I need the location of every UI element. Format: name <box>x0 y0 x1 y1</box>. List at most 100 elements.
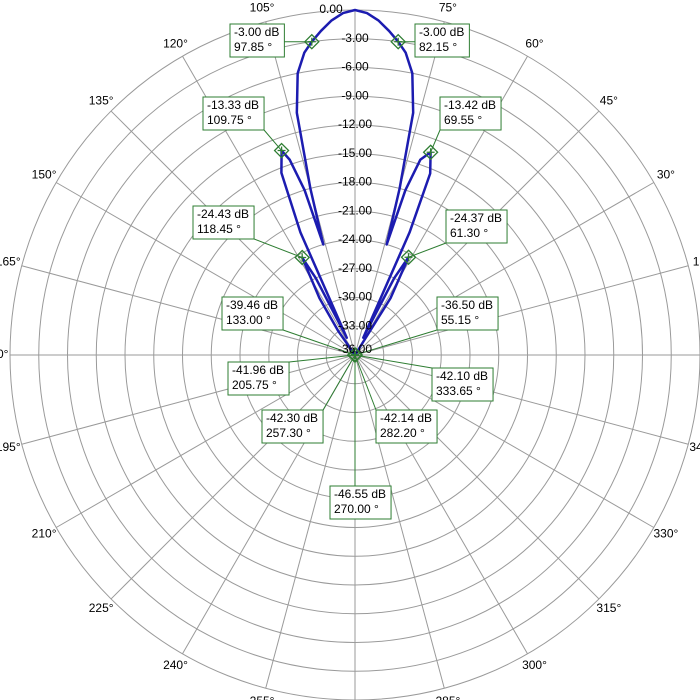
angle-tick-label: 345° <box>689 440 700 454</box>
marker-value-label: -41.96 dB <box>232 363 284 377</box>
annotation-connector <box>253 238 303 258</box>
ring-grid-line <box>95 95 615 615</box>
marker-angle-label: 257.30 ° <box>266 426 311 440</box>
angle-tick-label: 225° <box>89 601 114 615</box>
marker-value-label: -24.43 dB <box>197 207 249 221</box>
radial-tick-label: -24.00 <box>338 232 372 246</box>
marker-angle-label: 69.55 ° <box>444 113 482 127</box>
marker <box>273 142 290 159</box>
pattern-line <box>280 8 432 356</box>
marker <box>422 144 439 161</box>
ring-grid-line <box>38 38 672 672</box>
radial-tick-label: -30.00 <box>338 290 372 304</box>
annotation-box <box>436 296 499 331</box>
marker-value-label: -13.42 dB <box>444 98 496 112</box>
annotation-box <box>221 296 284 331</box>
angle-tick-label: 150° <box>32 168 57 182</box>
angle-tick-label: 315° <box>596 601 621 615</box>
annotation-box <box>329 485 392 520</box>
radial-tick-label: -27.00 <box>338 261 372 275</box>
marker-angle-label: 55.15 ° <box>441 313 479 327</box>
marker-value-label: -36.50 dB <box>441 298 493 312</box>
marker-value-label: -42.14 dB <box>380 411 432 425</box>
marker <box>390 33 407 50</box>
marker-angle-label: 133.00 ° <box>226 313 271 327</box>
marker-value-label: -13.33 dB <box>207 98 259 112</box>
marker-angle-label: 109.75 ° <box>207 113 252 127</box>
angle-tick-label: 75° <box>439 0 457 14</box>
radial-tick-label: -3.00 <box>341 31 369 45</box>
radial-tick-label: -33.00 <box>338 318 372 332</box>
radial-tick-label: -15.00 <box>338 146 372 160</box>
annotation-connector <box>430 129 441 153</box>
annotation-box <box>261 409 324 444</box>
annotation-box <box>375 409 438 444</box>
annotation-box <box>445 209 508 244</box>
marker-angle-label: 97.85 ° <box>234 40 272 54</box>
angle-tick-label: 60° <box>525 36 543 50</box>
radial-tick-label: -9.00 <box>341 88 369 102</box>
angle-tick-label: 285° <box>436 694 461 700</box>
angle-tick-label: 195° <box>0 440 21 454</box>
marker-angle-label: 82.15 ° <box>419 40 457 54</box>
marker-value-label: -42.10 dB <box>436 369 488 383</box>
marker <box>294 249 311 266</box>
marker-value-label: -46.55 dB <box>334 487 386 501</box>
angle-tick-label: 165° <box>0 254 21 268</box>
marker-value-label: -24.37 dB <box>450 211 502 225</box>
marker <box>303 33 320 50</box>
ring-grid-line <box>124 124 586 586</box>
annotation-connector <box>354 354 377 411</box>
marker-value-label: -3.00 dB <box>234 25 279 39</box>
marker-angle-label: 118.45 ° <box>197 222 241 236</box>
angle-tick-label: 210° <box>32 527 57 541</box>
marker-value-label: -42.30 dB <box>266 411 318 425</box>
angle-tick-label: 105° <box>250 0 275 14</box>
marker <box>400 249 417 266</box>
annotation-box <box>192 205 255 240</box>
plot-area <box>253 8 447 486</box>
annotation-box <box>414 23 470 58</box>
marker-angle-label: 333.65 ° <box>436 384 481 398</box>
marker-angle-label: 270.00 ° <box>334 502 379 516</box>
angle-tick-label: 240° <box>163 658 188 672</box>
marker-angle-label: 282.20 ° <box>380 426 425 440</box>
annotation-connector <box>408 242 447 258</box>
annotation-connector <box>354 329 438 356</box>
annotation-connector <box>354 354 433 369</box>
marker-value-label: -3.00 dB <box>419 25 464 39</box>
angle-tick-label: 255° <box>250 694 275 700</box>
annotation-box <box>229 23 285 58</box>
radial-tick-label: -36.00 <box>338 342 372 356</box>
radial-tick-label: 0.00 <box>319 2 343 16</box>
ring-grid-line <box>153 153 557 557</box>
marker-angle-label: 205.75 ° <box>232 378 277 392</box>
marker-value-label: -39.46 dB <box>226 298 278 312</box>
annotation-box <box>431 367 494 402</box>
annotation-connector <box>288 354 356 363</box>
marker-angle-label: 61.30 ° <box>450 226 488 240</box>
radial-tick-label: -6.00 <box>341 60 369 74</box>
radial-tick-label: -12.00 <box>338 117 372 131</box>
angle-tick-label: 90° <box>346 0 364 2</box>
annotation-connector <box>322 354 356 411</box>
angle-tick-label: 180° <box>0 347 9 361</box>
annotation-connector <box>282 329 356 356</box>
ring-grid-line <box>67 67 643 643</box>
angle-tick-label: 300° <box>522 658 547 672</box>
angle-tick-label: 45° <box>600 93 618 107</box>
angle-tick-label: 120° <box>163 36 188 50</box>
annotation-box <box>227 361 290 396</box>
